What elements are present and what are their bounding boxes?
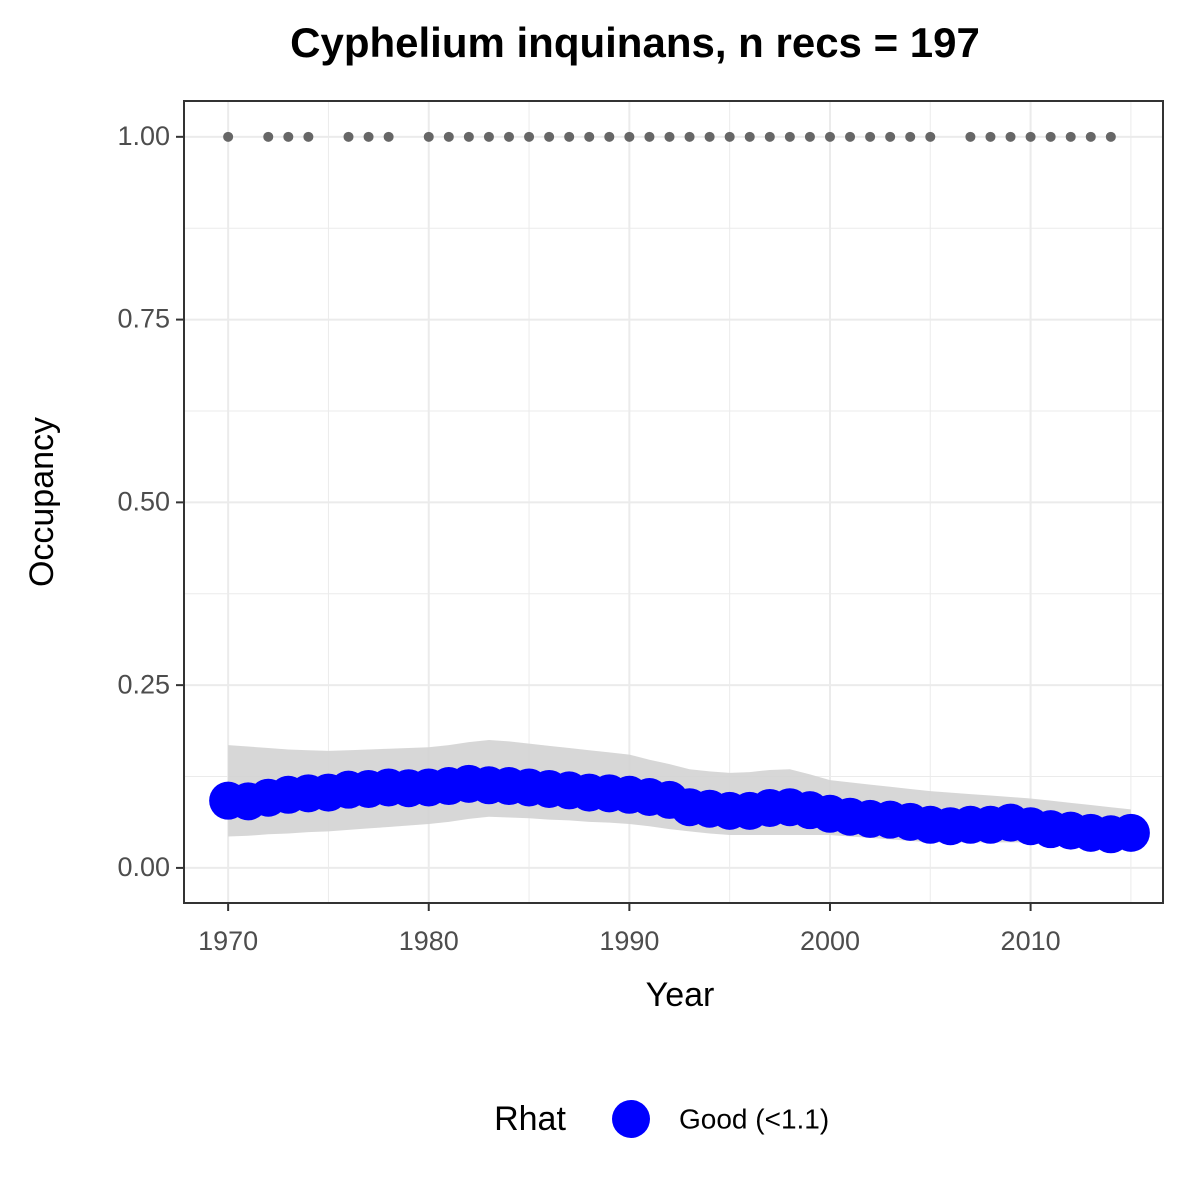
- x-tick-label: 2000: [800, 926, 860, 956]
- record-point: [544, 131, 555, 142]
- x-axis-label: Year: [646, 976, 715, 1014]
- record-point: [724, 131, 735, 142]
- x-tick-label: 1970: [198, 926, 258, 956]
- record-point: [784, 131, 795, 142]
- record-point: [644, 131, 655, 142]
- record-point: [223, 131, 234, 142]
- record-point: [463, 131, 474, 142]
- record-point: [423, 131, 434, 142]
- record-point: [383, 131, 394, 142]
- record-point: [744, 131, 755, 142]
- legend-title: Rhat: [494, 1100, 566, 1138]
- record-point: [604, 131, 615, 142]
- record-point: [1045, 131, 1056, 142]
- record-point: [824, 131, 835, 142]
- y-tick-label: 0.50: [117, 486, 170, 516]
- chart-title: Cyphelium inquinans, n recs = 197: [290, 19, 980, 66]
- record-point: [524, 131, 535, 142]
- y-tick-label: 0.75: [117, 304, 170, 334]
- record-point: [1065, 131, 1076, 142]
- y-tick-label: 0.25: [117, 669, 170, 699]
- record-point: [263, 131, 274, 142]
- record-point: [584, 131, 595, 142]
- record-point: [1005, 131, 1016, 142]
- record-point: [1105, 131, 1116, 142]
- record-point: [303, 131, 314, 142]
- record-point: [1085, 131, 1096, 142]
- y-axis-label: Occupancy: [23, 417, 61, 587]
- record-point: [564, 131, 575, 142]
- record-point: [764, 131, 775, 142]
- record-point: [503, 131, 514, 142]
- record-point: [845, 131, 856, 142]
- record-point: [363, 131, 374, 142]
- record-point: [985, 131, 996, 142]
- legend-key: [612, 1100, 650, 1138]
- record-point: [1025, 131, 1036, 142]
- occupancy-point: [1111, 813, 1150, 852]
- record-point: [343, 131, 354, 142]
- y-tick-label: 0.00: [117, 852, 170, 882]
- record-point: [965, 131, 976, 142]
- x-tick-label: 1980: [399, 926, 459, 956]
- x-tick-label: 1990: [599, 926, 659, 956]
- record-point: [865, 131, 876, 142]
- x-tick-label: 2010: [1001, 926, 1061, 956]
- record-point: [684, 131, 695, 142]
- record-point: [905, 131, 916, 142]
- record-point: [283, 131, 294, 142]
- record-point: [804, 131, 815, 142]
- record-point: [704, 131, 715, 142]
- panel-border: [183, 100, 1164, 904]
- record-point: [885, 131, 896, 142]
- legend-label: Good (<1.1): [679, 1103, 829, 1134]
- record-point: [664, 131, 675, 142]
- record-point: [483, 131, 494, 142]
- record-point: [925, 131, 936, 142]
- record-point: [624, 131, 635, 142]
- record-point: [443, 131, 454, 142]
- y-tick-label: 1.00: [117, 121, 170, 151]
